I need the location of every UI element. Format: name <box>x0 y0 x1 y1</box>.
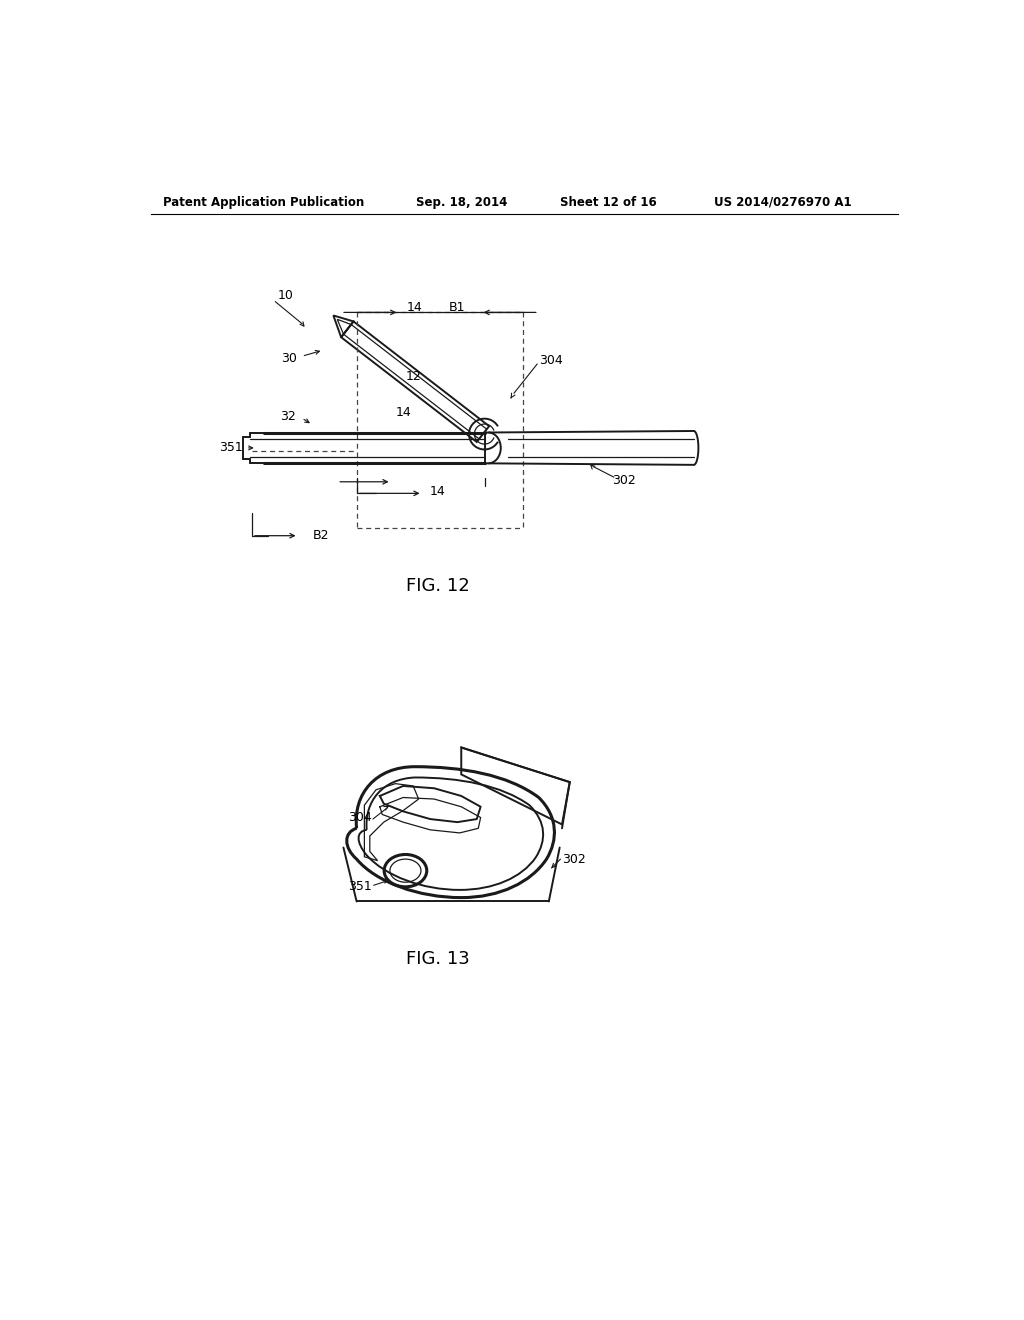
Text: 302: 302 <box>562 853 586 866</box>
Text: US 2014/0276970 A1: US 2014/0276970 A1 <box>714 195 852 209</box>
Text: 10: 10 <box>278 289 294 302</box>
Text: 304: 304 <box>539 354 562 367</box>
Text: FIG. 13: FIG. 13 <box>407 950 470 968</box>
Text: B1: B1 <box>450 301 466 314</box>
Text: B2: B2 <box>312 529 329 543</box>
Text: Patent Application Publication: Patent Application Publication <box>163 195 365 209</box>
Text: 32: 32 <box>281 409 296 422</box>
Text: 14: 14 <box>395 407 411 418</box>
Text: 12: 12 <box>406 370 421 383</box>
Text: 351: 351 <box>348 879 372 892</box>
Text: 302: 302 <box>612 474 636 487</box>
Text: 351: 351 <box>219 441 243 454</box>
Text: 14: 14 <box>430 486 445 499</box>
Text: Sheet 12 of 16: Sheet 12 of 16 <box>560 195 656 209</box>
Text: 304: 304 <box>347 810 372 824</box>
Text: FIG. 12: FIG. 12 <box>407 577 470 595</box>
Text: 14: 14 <box>407 301 423 314</box>
Text: 30: 30 <box>281 352 297 366</box>
Text: Sep. 18, 2014: Sep. 18, 2014 <box>416 195 507 209</box>
